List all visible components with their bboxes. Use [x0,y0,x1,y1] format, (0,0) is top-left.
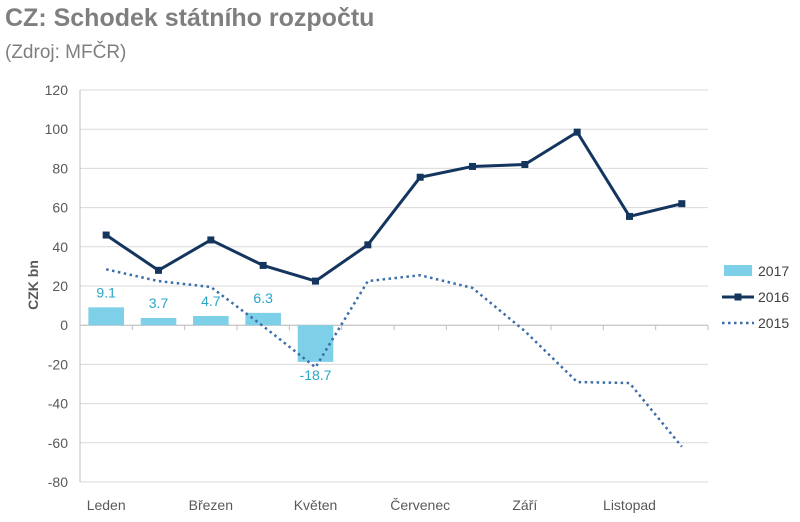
bar-2017 [88,307,124,326]
x-tick-label: Březen [189,497,233,513]
bar-data-label: -18.7 [300,367,332,383]
y-axis-label: CZK bn [25,260,41,310]
y-tick-label: 40 [52,239,68,255]
marker-2016 [259,261,267,269]
line-2016 [105,130,683,283]
y-tick-label: -80 [48,474,68,490]
y-tick-label: -20 [48,356,68,372]
bar-data-label: 6.3 [253,290,273,306]
marker-2016 [364,241,372,249]
legend-label-2016: 2016 [758,289,789,305]
legend: 2017 2016 2015 [722,263,789,331]
chart-subtitle: (Zdroj: MFČR) [5,42,127,63]
x-tick-label: Leden [87,497,126,513]
bar-2017 [245,312,281,326]
y-tick-label: -60 [48,435,68,451]
marker-2016 [155,266,162,274]
bar-data-label: 3.7 [149,295,169,311]
chart-title: CZ: Schodek státního rozpočtu [5,4,375,32]
marker-2016 [312,277,319,285]
y-tick-label: 100 [45,121,69,137]
legend-swatch-2017 [724,265,752,276]
marker-2016 [626,212,633,220]
series-lines [102,128,686,448]
y-tick-label: 120 [45,82,69,98]
y-tick-label: 0 [60,317,68,333]
series-2017-bars: 9.1 3.7 4.7 6.3 -18.7 [88,284,334,383]
bar-data-label: 9.1 [96,284,116,300]
x-tick-label: Červenec [390,497,450,513]
marker-2016 [469,162,476,170]
y-tick-label: -40 [48,396,68,412]
marker-2016 [678,200,686,208]
marker-2016 [416,173,424,181]
y-tick-label: 20 [52,278,68,294]
legend-label-2015: 2015 [758,315,789,331]
x-tick-labels: Leden Březen Květen Červenec Září Listopad [87,497,656,513]
marker-2016 [102,231,110,239]
x-tick-label: Září [512,497,537,513]
bar-2017 [193,315,229,326]
legend-marker-2016 [734,293,742,301]
y-tick-labels: -80 -60 -40 -20 0 20 40 60 80 100 120 [45,82,69,490]
marker-2016 [573,128,581,136]
line-2015 [105,268,683,448]
bar-data-label: 4.7 [201,293,221,309]
y-tick-label: 80 [52,160,68,176]
x-tick-label: Listopad [603,497,656,513]
y-tick-label: 60 [52,200,68,216]
bar-2017 [140,317,177,326]
x-tick-label: Květen [294,497,338,513]
gridlines [79,89,709,483]
marker-2016 [521,160,529,168]
legend-label-2017: 2017 [758,263,789,279]
bar-2017 [297,325,334,362]
marker-2016 [207,236,215,244]
